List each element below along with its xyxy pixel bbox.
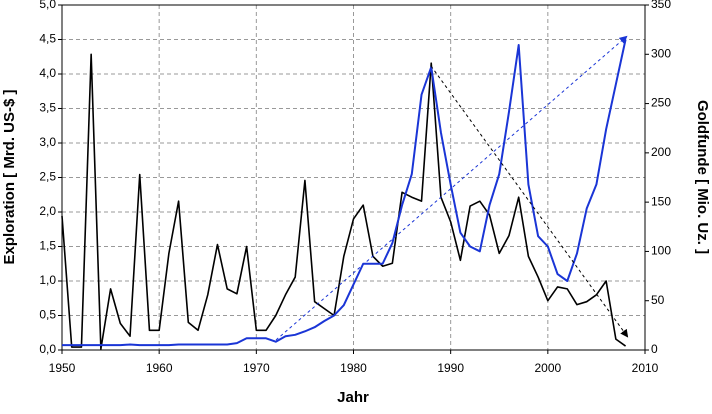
x-tick-label: 1980: [340, 361, 367, 375]
y2-tick-label: 150: [651, 194, 671, 208]
y2-tick-label: 350: [651, 0, 671, 11]
series-line: [61, 53, 627, 350]
y2-tick-label: 50: [651, 293, 665, 307]
y-tick-label: 1,0: [39, 273, 56, 287]
trend-arrow: [275, 35, 628, 341]
x-tick-label: 2000: [534, 361, 561, 375]
y-tick-label: 5,0: [39, 0, 56, 11]
y-tick-label: 1,5: [39, 239, 56, 253]
y-tick-label: 2,5: [39, 170, 56, 184]
x-tick-label: 2010: [632, 361, 659, 375]
y-tick-label: 4,5: [39, 32, 56, 46]
trend-arrow: [430, 65, 629, 338]
y-tick-label: 2,0: [39, 204, 56, 218]
series-line: [62, 39, 627, 347]
x-tick-label: 1960: [146, 361, 173, 375]
x-tick-label: 1970: [243, 361, 270, 375]
y-tick-label: 0,5: [39, 308, 56, 322]
y-tick-label: 4,0: [39, 66, 56, 80]
y2-tick-label: 0: [651, 342, 658, 356]
x-tick-label: 1990: [437, 361, 464, 375]
y2-tick-label: 300: [651, 46, 671, 60]
y2-axis-title: Goldfunde [ Mio. Uz. ]: [694, 100, 711, 254]
y2-tick-label: 200: [651, 145, 671, 159]
x-axis-title: Jahr: [337, 389, 369, 406]
y-tick-label: 3,5: [39, 101, 56, 115]
x-tick-label: 1950: [49, 361, 76, 375]
y-tick-label: 0,0: [39, 342, 56, 356]
y-tick-label: 3,0: [39, 135, 56, 149]
y-axis-title: Exploration [ Mrd. US-$ ]: [1, 89, 18, 264]
y2-tick-label: 250: [651, 96, 671, 110]
y2-tick-label: 100: [651, 244, 671, 258]
